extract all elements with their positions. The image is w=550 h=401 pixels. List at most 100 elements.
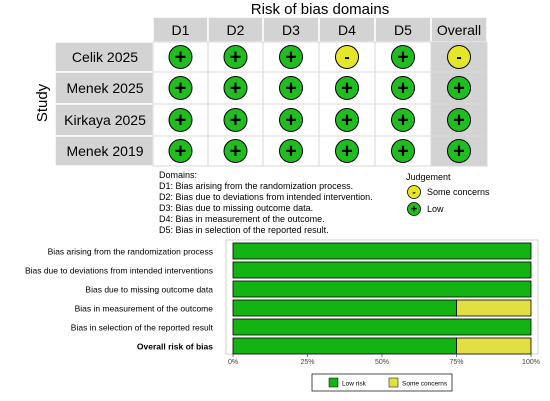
study-label: Menek 2019	[66, 143, 143, 159]
x-axis: 0% 25% 50% 75% 100%	[228, 354, 540, 366]
judgement-symbol: +	[341, 78, 353, 100]
judgement-dot-low	[279, 76, 303, 100]
x-tick-label: 100%	[522, 359, 540, 366]
judgement-dot-low	[447, 139, 471, 163]
domain-header-label: D5	[394, 22, 412, 38]
judgement-symbol: +	[230, 78, 242, 100]
judgement-dot-low	[391, 76, 415, 100]
judgement-dot-low	[447, 108, 471, 132]
judgement-dot-low	[223, 139, 248, 163]
study-label: Celik 2025	[72, 49, 138, 65]
bar-legend-low-label: Low risk	[342, 381, 367, 388]
domain-header-label: D1	[172, 22, 190, 38]
judgement-symbol: +	[175, 47, 187, 69]
legend-low-dot	[407, 202, 421, 216]
judgement-dot-low	[168, 139, 193, 163]
category-label: Bias in measurement of the outcome	[75, 304, 214, 314]
traffic-light-plot: Risk of bias domains D1 D2 D3 D4 D5 Overall Ce…	[34, 1, 488, 167]
domain-header-cell	[430, 16, 488, 43]
legend-low-symbol: +	[411, 204, 417, 216]
judgement-symbol: +	[341, 141, 353, 163]
judgement-dot-low	[168, 76, 193, 100]
domain-description: D4: Bias in measurement of the outcome.	[159, 214, 325, 224]
judgement-symbol: +	[285, 78, 297, 100]
bar-segment-low-risk	[232, 337, 457, 355]
bar-segment-low-risk	[232, 280, 532, 298]
judgement-dot-low	[168, 108, 193, 132]
legend-some-concerns-label: Some concerns	[427, 187, 490, 197]
legend-low-label: Low	[427, 204, 444, 214]
domain-description: D1: Bias arising from the randomization …	[159, 181, 353, 191]
traffic-light-grid: D1 D2 D3 D4 D5 Overall Celik 2025 + + + - + - Menek 2…	[54, 16, 488, 167]
study-label: Menek 2025	[66, 80, 143, 96]
study-label-cell	[54, 135, 154, 167]
judgement-symbol: -	[344, 49, 349, 66]
judgement-dot-low	[279, 139, 303, 163]
bar-segment-some-concerns	[456, 299, 532, 317]
bar-legend-some-label: Some concerns	[402, 381, 448, 388]
bar-legend-some-swatch	[388, 377, 399, 388]
judgement-symbol: -	[456, 49, 461, 66]
category-label: Bias arising from the randomization proc…	[48, 247, 213, 257]
category-label: Overall risk of bias	[137, 342, 213, 352]
judgement-symbol: +	[453, 141, 465, 163]
judgement-symbol: +	[397, 78, 409, 100]
judgement-symbol: +	[453, 78, 465, 100]
category-label: Bias due to missing outcome data	[85, 285, 213, 295]
domain-header-label: D4	[338, 22, 356, 38]
bar-segment-low-risk	[232, 318, 532, 336]
judgement-symbol: +	[175, 110, 187, 132]
judgement-dot-low	[335, 76, 359, 100]
study-label: Kirkaya 2025	[64, 112, 146, 128]
judgement-symbol: +	[285, 141, 297, 163]
judgement-symbol: +	[175, 141, 187, 163]
judgement-dot-low	[279, 45, 303, 69]
judgement-symbol: +	[230, 110, 242, 132]
x-tick-label: 50%	[375, 359, 389, 366]
judgement-symbol: +	[341, 110, 353, 132]
judgement-title: Judgement	[406, 172, 451, 182]
bar-rows: Bias arising from the randomization proc…	[25, 242, 532, 355]
bar-segment-some-concerns	[456, 337, 532, 355]
judgement-dot-low	[391, 139, 415, 163]
domain-header-label: D2	[227, 22, 245, 38]
bar-legend-box	[311, 373, 453, 392]
study-axis-label: Study	[34, 83, 51, 122]
judgement-dot-some	[335, 45, 359, 69]
bar-legend-low-swatch	[328, 377, 339, 388]
judgement-symbol: +	[230, 47, 242, 69]
judgement-symbol: +	[175, 78, 187, 100]
judgement-dot-low	[168, 45, 193, 69]
x-tick-label: 75%	[449, 359, 463, 366]
legend-some-concerns-dot	[407, 185, 421, 199]
judgement-symbol: +	[397, 110, 409, 132]
judgement-dot-low	[279, 108, 303, 132]
domain-description: D2: Bias due to deviations from intended…	[159, 192, 373, 202]
judgement-dot-low	[391, 108, 415, 132]
x-tick-label: 25%	[300, 359, 314, 366]
judgement-symbol: +	[453, 110, 465, 132]
judgement-dot-low	[223, 76, 248, 100]
category-label: Bias due to deviations from intended int…	[25, 266, 213, 276]
judgement-dot-low	[223, 45, 248, 69]
bar-legend: Low risk Some concerns	[311, 373, 453, 392]
domain-header-label: Overall	[437, 22, 481, 38]
judgement-dot-low	[391, 45, 415, 69]
x-tick-label: 0%	[228, 359, 238, 366]
category-label: Bias in selection of the reported result	[71, 323, 214, 333]
judgement-symbol: +	[230, 141, 242, 163]
domains-description: Domains: D1: Bias arising from the rando…	[159, 170, 373, 235]
judgement-dot-low	[223, 108, 248, 132]
judgement-symbol: +	[397, 47, 409, 69]
judgement-dot-low	[447, 76, 471, 100]
judgement-dot-some	[447, 45, 471, 69]
domains-title: Domains:	[159, 170, 197, 180]
domain-description: D5: Bias in selection of the reported re…	[159, 225, 329, 235]
domain-header-label: D3	[282, 22, 300, 38]
legend-some-concerns-symbol: -	[412, 188, 415, 199]
judgement-legend: Judgement - Some concerns + Low	[406, 172, 490, 216]
traffic-light-title: Risk of bias domains	[251, 1, 389, 18]
judgement-symbol: +	[285, 47, 297, 69]
judgement-dot-low	[335, 139, 359, 163]
